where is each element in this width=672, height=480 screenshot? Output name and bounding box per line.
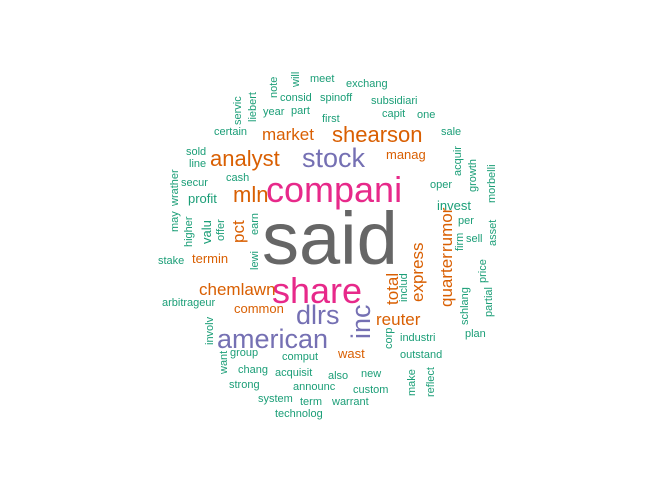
word-meet: meet bbox=[310, 73, 335, 85]
word-technolog: technolog bbox=[275, 408, 323, 420]
word-schlang: schlang bbox=[459, 287, 471, 325]
word-may: may bbox=[169, 211, 181, 232]
word-industri: industri bbox=[400, 332, 436, 344]
word-stock: stock bbox=[302, 143, 366, 173]
word-oper: oper bbox=[430, 179, 453, 191]
word-companies: compani bbox=[266, 169, 403, 210]
word-will: will bbox=[290, 71, 302, 87]
word-strong: strong bbox=[229, 379, 260, 391]
word-termin: termin bbox=[192, 251, 229, 266]
word-per: per bbox=[458, 215, 474, 227]
word-outstand: outstand bbox=[400, 349, 443, 361]
word-make: make bbox=[406, 369, 418, 396]
word-warrant: warrant bbox=[332, 396, 369, 408]
word-corp: corp bbox=[383, 327, 395, 349]
word-american: american bbox=[217, 324, 329, 354]
word-lewi: lewi bbox=[249, 251, 261, 270]
word-offer: offer bbox=[215, 219, 227, 241]
word-want: want bbox=[218, 350, 230, 374]
word-plan: plan bbox=[465, 328, 486, 340]
word-cash: cash bbox=[226, 172, 250, 184]
word-reuter: reuter bbox=[376, 310, 421, 329]
word-shearson: shearson bbox=[332, 122, 423, 147]
word-price: price bbox=[477, 259, 489, 283]
word-sold: sold bbox=[186, 146, 207, 158]
word-express: express bbox=[408, 242, 427, 302]
word-certain: certain bbox=[214, 126, 248, 138]
word-year: year bbox=[263, 106, 285, 118]
word-inc: inc bbox=[346, 304, 376, 339]
word-earn: earn bbox=[249, 212, 261, 235]
word-one: one bbox=[417, 109, 436, 121]
word-announc: announc bbox=[293, 381, 336, 393]
word-liebert: liebert bbox=[247, 92, 259, 122]
word-comput: comput bbox=[282, 351, 319, 363]
word-system: system bbox=[258, 393, 293, 405]
word-dlrs: dlrs bbox=[296, 300, 340, 330]
word-wast: wast bbox=[338, 346, 365, 361]
word-profit: profit bbox=[188, 191, 217, 206]
word-includ: includ bbox=[398, 273, 410, 302]
word-note: note bbox=[268, 76, 280, 98]
word-manag: manag bbox=[386, 147, 426, 162]
word-market: market bbox=[262, 125, 314, 144]
word-spinoff: spinoff bbox=[320, 92, 353, 104]
word-acquir: acquir bbox=[452, 146, 464, 176]
word-sell: sell bbox=[466, 233, 483, 245]
word-chang: chang bbox=[238, 364, 268, 376]
word-acquisit: acquisit bbox=[275, 367, 313, 379]
word-partial: partial bbox=[483, 287, 495, 317]
word-line: line bbox=[189, 158, 207, 170]
word-group: group bbox=[230, 347, 259, 359]
word-pct: pct bbox=[229, 220, 248, 243]
word-involv: involv bbox=[204, 316, 216, 345]
word-servic: servic bbox=[232, 96, 244, 125]
word-stake: stake bbox=[158, 255, 185, 267]
word-growth: growth bbox=[467, 158, 479, 192]
word-common: common bbox=[234, 301, 284, 316]
word-higher: higher bbox=[183, 216, 195, 247]
word-custom: custom bbox=[353, 384, 389, 396]
word-first: first bbox=[322, 113, 340, 125]
word-quarter: quarter bbox=[437, 253, 456, 307]
word-firm: firm bbox=[454, 232, 466, 251]
word-invest: invest bbox=[437, 198, 471, 213]
word-morbelli: morbelli bbox=[486, 164, 498, 203]
word-arbitrageur: arbitrageur bbox=[162, 297, 216, 309]
word-reflect: reflect bbox=[425, 367, 437, 397]
word-term: term bbox=[300, 396, 322, 408]
word-asset: asset bbox=[487, 219, 499, 246]
word-capit: capit bbox=[382, 108, 406, 120]
word-wrather: wrather bbox=[169, 169, 181, 206]
word-sale: sale bbox=[441, 126, 462, 138]
word-share: share bbox=[272, 270, 363, 311]
word-valu: valu bbox=[199, 220, 214, 244]
word-consid: consid bbox=[280, 92, 312, 104]
word-mln: mln bbox=[233, 182, 269, 207]
word-chemlawn: chemlawn bbox=[199, 280, 276, 299]
word-rumor: rumor bbox=[437, 207, 456, 252]
word-new: new bbox=[361, 368, 382, 380]
word-also: also bbox=[328, 370, 349, 382]
word-subsidiari: subsidiari bbox=[371, 95, 418, 107]
word-said: said bbox=[262, 197, 398, 280]
word-exchang: exchang bbox=[346, 78, 388, 90]
word-part: part bbox=[291, 105, 310, 117]
word-secur: secur bbox=[181, 177, 208, 189]
word-analyst: analyst bbox=[210, 146, 280, 171]
